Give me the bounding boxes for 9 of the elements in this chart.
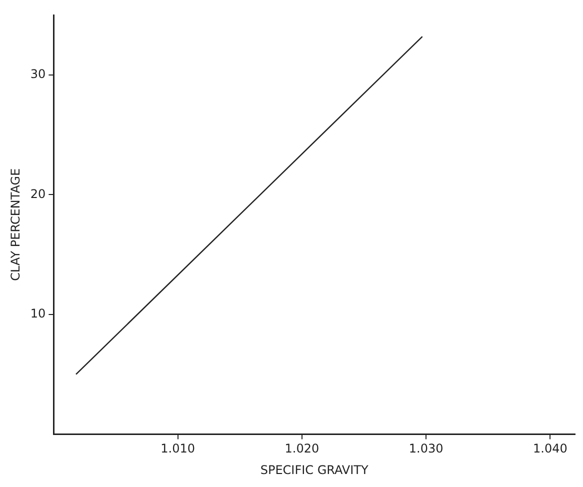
x-tick-label: 1.020 <box>284 442 320 456</box>
y-tick-label: 10 <box>30 306 46 321</box>
x-tick-label: 1.010 <box>160 442 195 456</box>
y-axis-title: CLAY PERCENTAGE <box>8 168 22 281</box>
y-tick-label: 30 <box>30 67 46 82</box>
x-axis-title: SPECIFIC GRAVITY <box>260 462 369 477</box>
x-tick-label: 1.030 <box>408 442 444 456</box>
x-tick-label: 1.040 <box>532 442 568 456</box>
y-tick-label: 20 <box>30 186 46 201</box>
